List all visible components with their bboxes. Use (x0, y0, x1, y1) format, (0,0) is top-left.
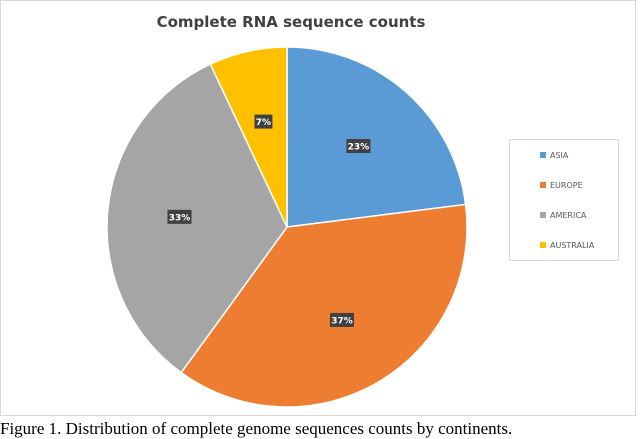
legend-label-europe: EUROPE (550, 180, 583, 190)
data-label-box-america (167, 209, 192, 224)
chart-legend: ASIA EUROPE AMERICA AUSTRALIA (509, 139, 619, 261)
pie-slice-asia (286, 46, 467, 228)
data-label-asia: 23% (346, 138, 371, 153)
legend-swatch-asia (540, 152, 546, 158)
data-label-europe: 37% (329, 312, 354, 327)
data-label-text-australia: 7% (256, 118, 271, 128)
data-label-box-australia (254, 114, 273, 129)
legend-item-australia: AUSTRALIA (540, 238, 594, 252)
pie-slice-australia (209, 46, 288, 228)
pie-slice-europe (180, 203, 468, 408)
legend-label-asia: ASIA (550, 150, 569, 160)
legend-item-america: AMERICA (540, 208, 586, 222)
legend-swatch-australia (540, 242, 546, 248)
data-label-australia: 7% (254, 114, 273, 129)
chart-title: Complete RNA sequence counts (156, 13, 426, 31)
data-label-box-europe (329, 312, 354, 327)
legend-item-europe: EUROPE (540, 178, 583, 192)
data-label-box-asia (346, 138, 371, 153)
data-label-text-europe: 37% (331, 316, 353, 326)
legend-swatch-europe (540, 182, 546, 188)
figure-caption: Figure 1. Distribution of complete genom… (0, 419, 513, 438)
legend-label-america: AMERICA (550, 210, 587, 220)
data-label-america: 33% (167, 209, 192, 224)
data-label-text-america: 33% (169, 213, 191, 223)
pie-slice-america (106, 63, 288, 374)
legend-swatch-america (540, 212, 546, 218)
legend-label-australia: AUSTRALIA (550, 240, 595, 250)
pie-chart: 23% 37% 33% 7% (106, 46, 468, 408)
legend-item-asia: ASIA (540, 148, 568, 162)
chart-area: Complete RNA sequence counts 23% 37% 33% 7%… (0, 0, 636, 416)
data-label-text-asia: 23% (348, 142, 370, 152)
